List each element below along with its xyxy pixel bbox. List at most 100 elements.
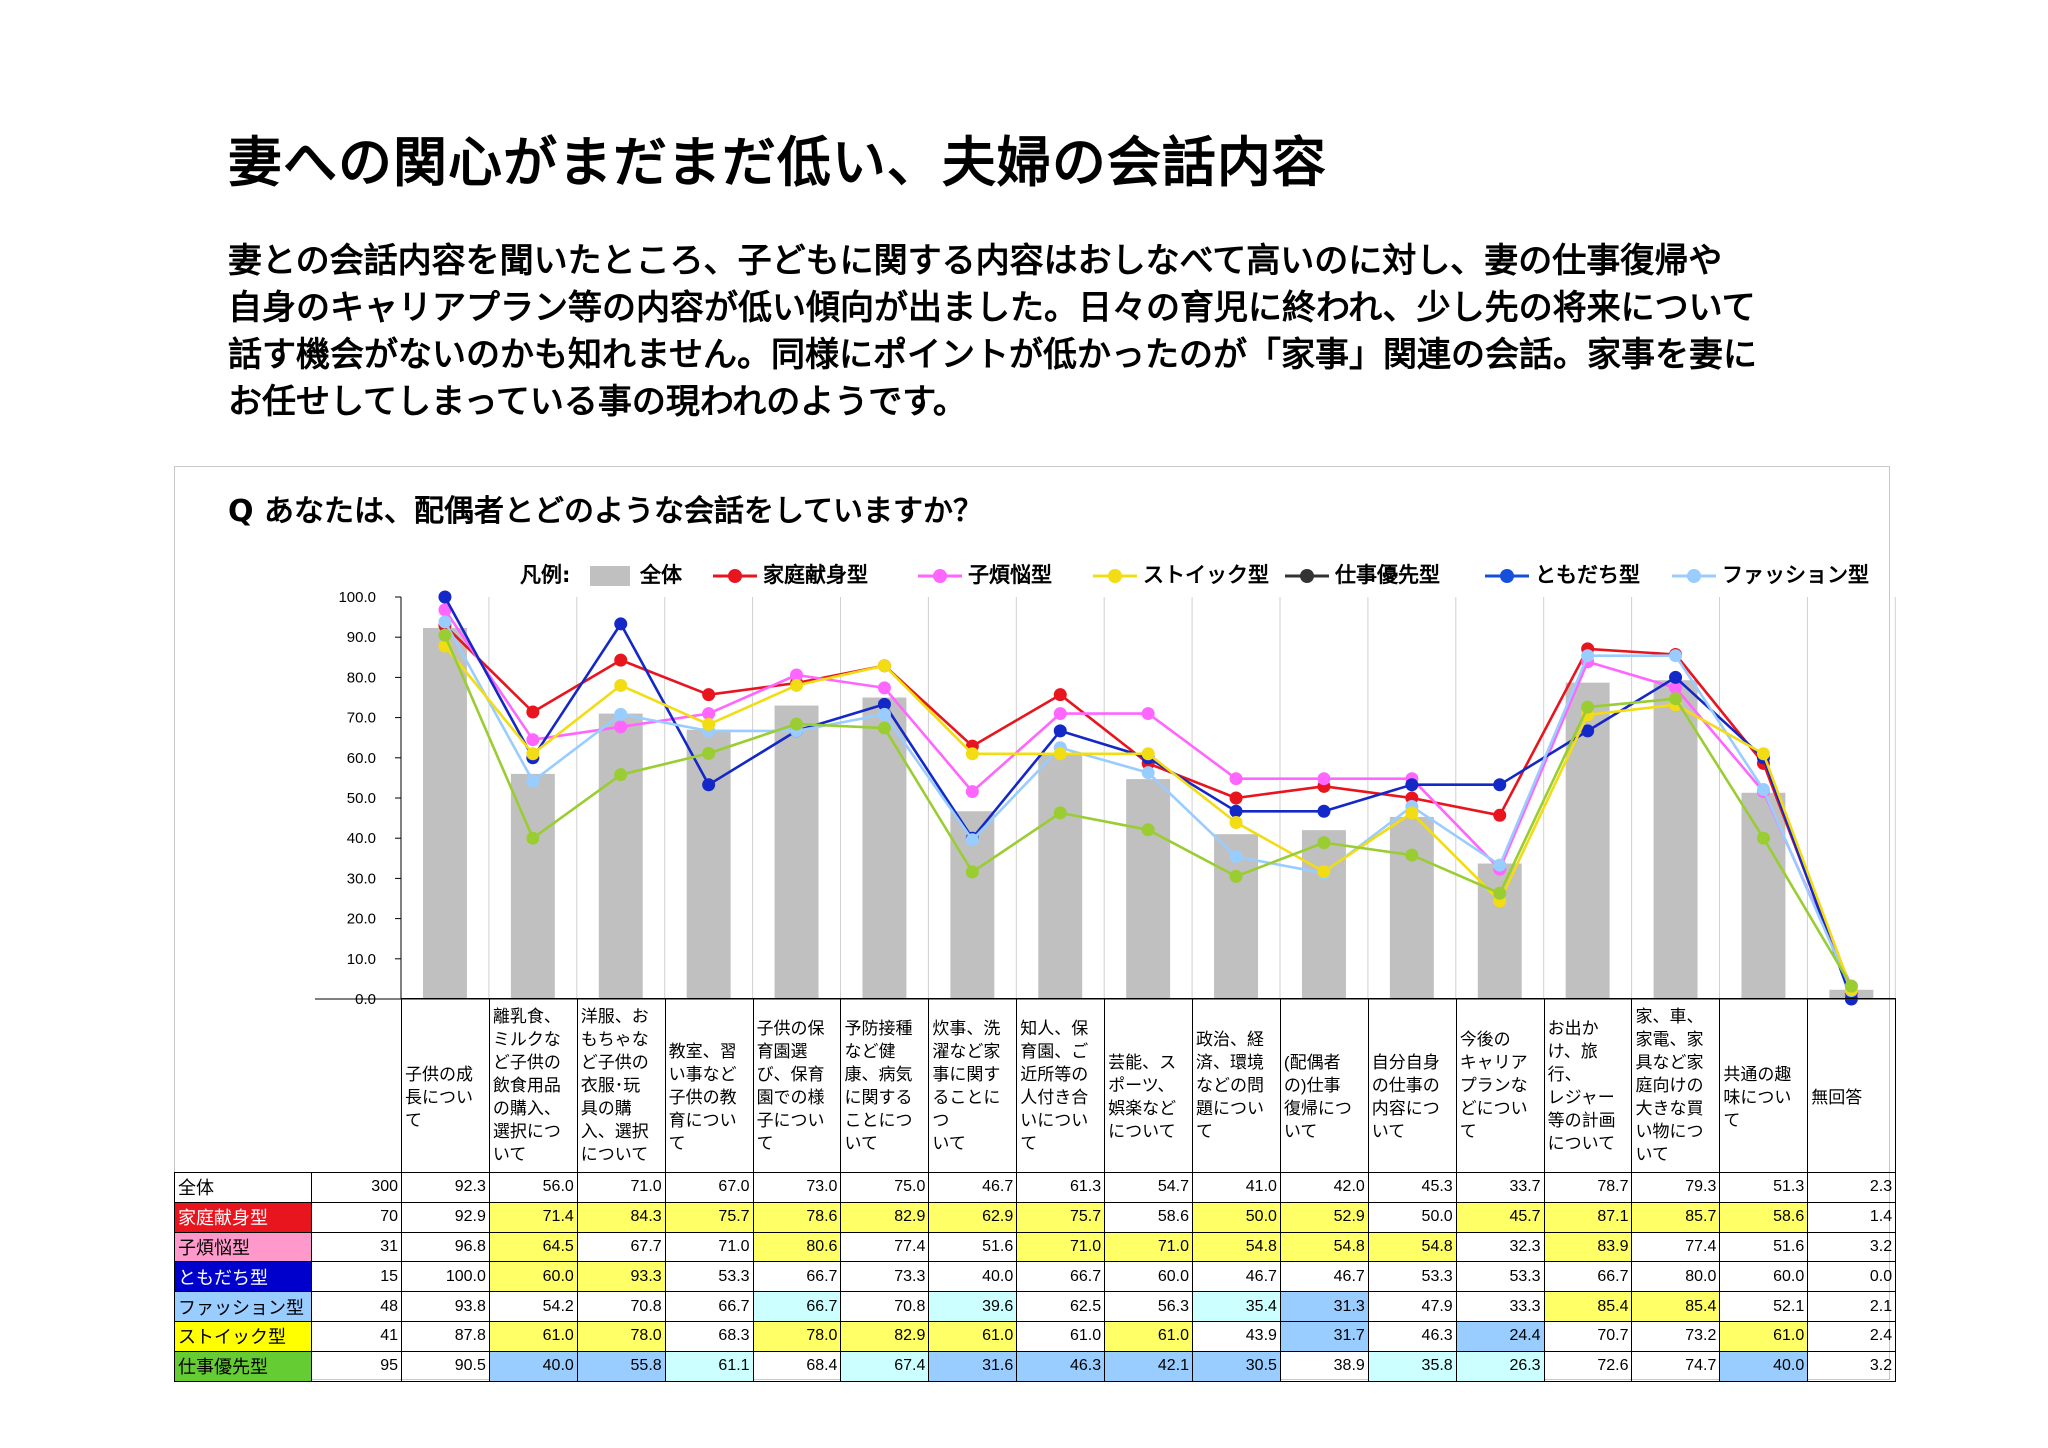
series-point [1229,816,1243,830]
y-tick-label: 100.0 [338,589,376,606]
category-label: 今後の キャリア プランな どについて [1455,998,1545,1173]
table-cell: 61.0 [1104,1320,1194,1352]
row-count: 95 [311,1350,402,1382]
series-point [1844,979,1858,993]
table-cell: 54.7 [1104,1172,1194,1203]
category-label: (配偶者 の)仕事 復帰につ いて [1279,998,1369,1173]
bar-all [1653,680,1698,999]
table-cell: 64.5 [488,1231,578,1263]
series-point [526,831,540,845]
table-cell: 54.8 [1279,1231,1369,1263]
bar-all [1741,792,1786,999]
series-point [614,768,628,782]
table-cell: 40.0 [488,1350,578,1382]
series-point [1053,707,1067,721]
table-cell: 46.3 [1016,1350,1106,1382]
bar-all [1126,779,1171,999]
legend-marker [1108,569,1122,583]
series-point [877,697,891,711]
legend-label: 全体 [639,563,683,587]
series-point [1405,806,1419,820]
table-cell: 72.6 [1543,1350,1633,1382]
line-series-group [438,590,1858,1006]
table-cell: 92.3 [401,1172,490,1203]
table-cell: 62.5 [1016,1291,1106,1322]
table-cell: 71.0 [664,1231,754,1263]
table-row: ファッション型 48 93.8 54.2 70.8 66.7 66.7 70.8 39.6 62.… [174,1291,1897,1322]
series-point [1405,778,1419,792]
lead-paragraph: 妻との会話内容を聞いたところ、子どもに関する内容はおしなべて高いのに対し、妻の仕… [228,238,1868,426]
table-cell: 31.7 [1279,1320,1369,1352]
series-point [526,774,540,788]
row-label: 仕事優先型 [174,1350,312,1382]
table-cell: 84.3 [576,1201,666,1233]
line-series [438,628,1858,993]
series-point [1581,700,1595,714]
y-tick-label: 30.0 [347,870,376,887]
line-series [438,639,1858,996]
series-point [1053,806,1067,820]
legend-swatch [590,566,630,586]
series-point [526,705,540,719]
table-cell: 70.8 [576,1291,666,1322]
table-cell: 78.0 [576,1320,666,1352]
table-cell: 85.7 [1631,1201,1721,1233]
series-point [1493,858,1507,872]
category-header-row: 子供の成 長について離乳食、 ミルクな ど子供の 飲食用品 の購入、 選択につ いて 洋服、おも… [174,998,1897,1173]
table-cell: 80.6 [752,1231,842,1263]
table-cell: 66.7 [752,1291,842,1322]
category-label: 無回答 [1807,998,1897,1173]
table-cell: 71.4 [488,1201,578,1233]
table-cell: 53.3 [1455,1261,1545,1293]
table-cell: 51.6 [928,1231,1018,1263]
table-cell: 50.0 [1192,1201,1281,1233]
legend-label: ともだち型 [1535,563,1640,587]
table-cell: 75.0 [840,1172,930,1203]
category-label: 知人、保 育園、ご 近所等の 人付き合 いについて [1016,998,1106,1173]
series-point [526,733,540,747]
series-point [438,603,452,617]
series-point [790,717,804,731]
series-point [877,721,891,735]
table-cell: 45.3 [1367,1172,1457,1203]
bar-all [686,729,731,999]
y-tick-label: 80.0 [347,669,376,686]
table-cell: 73.3 [840,1261,930,1293]
legend-label: 仕事優先型 [1334,563,1440,587]
table-cell: 60.0 [488,1261,578,1293]
category-label: 洋服、お もちゃな ど子供の 衣服･玩 具の購 入、選択 について [576,998,666,1173]
series-point [702,717,716,731]
table-cell: 78.7 [1543,1172,1633,1203]
category-label: 教室、習 い事など 子供の教 育について [664,998,754,1173]
table-cell: 75.7 [1016,1201,1106,1233]
series-point [1229,804,1243,818]
table-cell: 35.8 [1367,1350,1457,1382]
bar-series-all [422,627,1874,999]
table-cell: 60.0 [1719,1261,1809,1293]
table-cell: 53.3 [1367,1261,1457,1293]
legend-item: ファッション型 [1672,563,1869,587]
table-cell: 73.2 [1631,1320,1721,1352]
table-cell: 1.4 [1807,1201,1897,1233]
category-label: 予防接種 など健 康、病気 に関する ことにつ いて [840,998,930,1173]
table-cell: 71.0 [1104,1231,1194,1263]
legend-prefix: 凡例: [520,563,570,587]
category-label: 離乳食、 ミルクな ど子供の 飲食用品 の購入、 選択につ いて [488,998,578,1173]
legend-label: ファッション型 [1722,563,1869,587]
legend-item: 家庭献身型 [713,563,868,587]
table-cell: 39.6 [928,1291,1018,1322]
table-cell: 38.9 [1279,1350,1369,1382]
table-cell: 80.0 [1631,1261,1721,1293]
row-count: 70 [311,1201,402,1233]
series-point [1141,766,1155,780]
table-cell: 41.0 [1192,1172,1281,1203]
legend-marker [1500,569,1514,583]
series-point [1229,869,1243,883]
table-cell: 78.6 [752,1201,842,1233]
table-cell: 70.8 [840,1291,930,1322]
table-row: 仕事優先型 95 90.5 40.0 55.8 61.1 68.4 67.4 31.6 46.3 4… [174,1350,1897,1382]
table-cell: 87.1 [1543,1201,1633,1233]
bar-all [774,705,819,999]
table-cell: 85.4 [1631,1291,1721,1322]
